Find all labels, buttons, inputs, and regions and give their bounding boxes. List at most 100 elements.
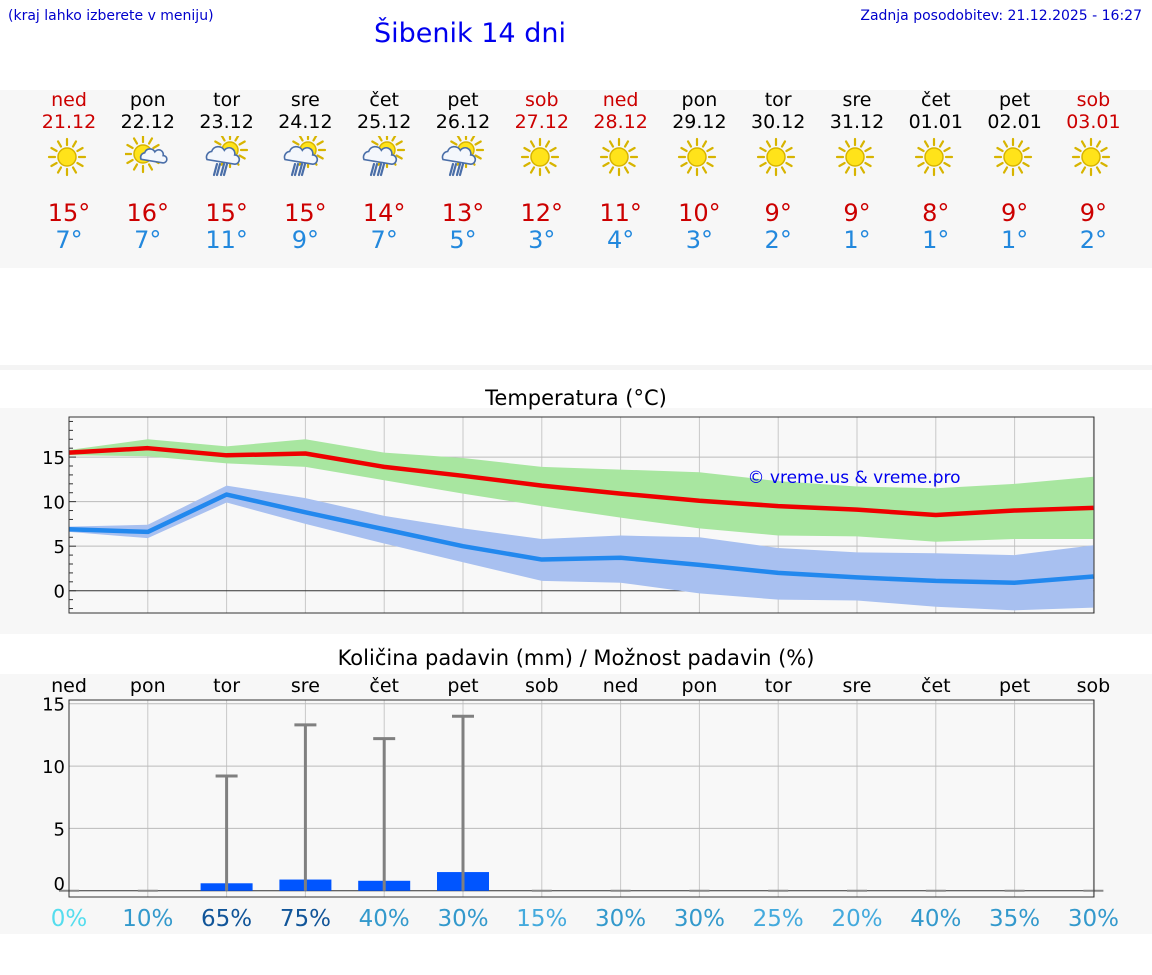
day-name: sob	[1076, 89, 1111, 111]
day-name: pon	[129, 89, 166, 111]
watermark: © vreme.us & vreme.pro	[747, 468, 960, 488]
day-name: pet	[998, 89, 1031, 111]
day-name: čet	[369, 89, 399, 111]
day-date: 26.12	[435, 111, 491, 133]
day-date: 03.01	[1066, 111, 1121, 133]
min-temperature: 1°	[1000, 226, 1029, 254]
sun-icon	[993, 137, 1032, 177]
max-temperature-line	[68, 445, 1094, 518]
x-day-label: sre	[291, 675, 320, 697]
x-day-label: sre	[843, 675, 872, 697]
sun-rain-icon	[362, 136, 406, 177]
precipitation-probability: 30%	[437, 906, 488, 932]
day-date: 27.12	[514, 111, 569, 133]
precipitation-probability: 40%	[910, 906, 961, 932]
max-temperature: 12°	[520, 199, 564, 227]
x-day-label: tor	[765, 675, 792, 697]
min-temperature: 7°	[55, 226, 83, 254]
precipitation-probability: 25%	[753, 906, 804, 932]
sun-icon	[599, 137, 638, 177]
max-temperature: 16°	[126, 199, 170, 227]
precipitation-probability: 20%	[831, 906, 882, 932]
day-date: 21.12	[41, 111, 97, 133]
menu-hint[interactable]: (kraj lahko izberete v meniju)	[8, 8, 214, 24]
max-temperature: 10°	[678, 199, 721, 227]
day-date: 23.12	[199, 111, 254, 133]
y-tick-label: 15	[42, 695, 65, 716]
day-name: sob	[525, 89, 559, 111]
min-temperature: 2°	[764, 226, 792, 254]
plot-frame	[68, 699, 1095, 898]
precipitation-chart-title: Količina padavin (mm) / Možnost padavin …	[337, 646, 815, 670]
precipitation-probability: 75%	[280, 906, 331, 932]
x-day-label: tor	[213, 675, 240, 697]
day-date: 02.01	[987, 111, 1042, 133]
day-name: sre	[842, 89, 872, 111]
sun-icon	[520, 137, 559, 177]
day-date: 24.12	[278, 111, 333, 133]
plot-area	[69, 700, 1094, 897]
min-temperature: 4°	[606, 226, 635, 254]
max-temperature: 9°	[1079, 199, 1108, 227]
temperature-chart: 0 5 10 15 © vreme.us & vreme.pro	[42, 416, 1095, 614]
x-day-label: pet	[999, 675, 1030, 697]
sun-rain-icon	[441, 136, 485, 177]
x-day-label: ned	[51, 675, 87, 697]
sun-icon	[835, 137, 875, 177]
min-temperature: 3°	[685, 226, 714, 254]
sun-rain-icon	[284, 136, 327, 177]
x-day-label: čet	[369, 675, 399, 697]
x-day-label: čet	[921, 675, 951, 697]
precipitation-probability: 30%	[674, 906, 725, 932]
sun-icon	[1072, 137, 1111, 177]
day-date: 29.12	[672, 111, 727, 133]
min-temperature: 1°	[922, 226, 950, 254]
day-date: 25.12	[356, 111, 412, 133]
max-temperature: 13°	[441, 199, 485, 227]
min-temperature-line	[68, 492, 1094, 585]
x-day-label: sob	[1077, 675, 1111, 697]
precipitation-probability: 10%	[122, 906, 173, 932]
precipitation-chart: ned pon tor sre čet pet sob ned pon tor sre čet pet s…	[42, 675, 1119, 932]
day-date: 01.01	[908, 111, 963, 133]
max-temperature: 8°	[922, 199, 950, 227]
divider	[0, 365, 1152, 370]
y-tick-label: 10	[42, 493, 65, 514]
y-tick-label: 0	[54, 582, 65, 603]
min-temperature: 2°	[1079, 226, 1108, 254]
max-temperature: 15°	[47, 199, 91, 227]
day-name: pon	[681, 89, 718, 111]
sun-cloud-icon	[124, 136, 168, 174]
min-temperature: 7°	[134, 226, 162, 254]
page-title: Šibenik 14 dni	[374, 18, 566, 49]
min-temperature: 5°	[449, 226, 477, 254]
max-temperature: 14°	[362, 199, 406, 227]
day-name: ned	[602, 89, 639, 111]
x-day-label: pon	[682, 675, 718, 697]
max-temperature: 9°	[1000, 199, 1029, 227]
max-temperature: 9°	[843, 199, 871, 227]
day-name: pet	[447, 89, 479, 111]
day-name: čet	[921, 89, 951, 111]
day-date: 28.12	[593, 111, 648, 133]
min-temperature: 11°	[205, 226, 248, 254]
precipitation-probability: 65%	[201, 906, 252, 932]
x-day-label: sob	[525, 675, 559, 697]
precipitation-probability: 35%	[989, 906, 1040, 932]
y-tick-label: 0	[54, 874, 65, 895]
x-day-label: pon	[130, 675, 166, 697]
sun-icon	[47, 137, 87, 177]
precipitation-probability: 0%	[51, 906, 88, 932]
day-date: 31.12	[829, 111, 885, 133]
max-temperature: 9°	[764, 199, 792, 227]
max-temperature: 11°	[599, 199, 642, 227]
min-temperature: 9°	[291, 226, 320, 254]
precipitation-probability: 40%	[359, 906, 410, 932]
sun-icon	[678, 137, 717, 177]
min-temperature: 7°	[370, 226, 398, 254]
sun-rain-icon	[205, 136, 248, 177]
y-tick-label: 5	[54, 819, 65, 840]
min-temperature: 1°	[843, 226, 871, 254]
min-temperature: 3°	[528, 226, 556, 254]
sun-icon	[757, 137, 796, 177]
